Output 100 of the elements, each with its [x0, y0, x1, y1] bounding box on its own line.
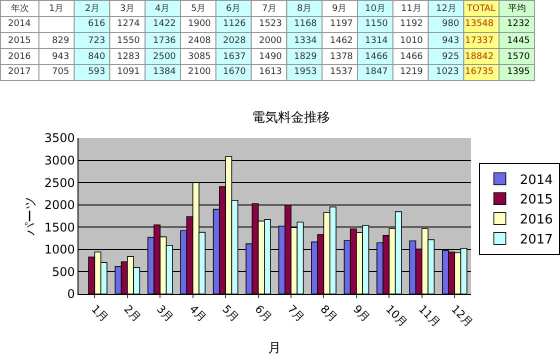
x-tick-label: 6月 — [252, 302, 274, 324]
data-label: 1829 — [294, 52, 318, 62]
x-axis-title: 月 — [268, 340, 282, 356]
y-tick-label: 2500 — [44, 176, 75, 190]
data-label: 1232 — [507, 19, 530, 29]
data-label: 1384 — [153, 67, 176, 77]
legend-label: 2017 — [520, 232, 553, 248]
x-tick-label: 7月 — [262, 4, 277, 14]
y-tick-label: 3000 — [44, 153, 75, 168]
y-tick-label: 1000 — [44, 242, 75, 257]
legend-label: 2015 — [520, 192, 553, 208]
x-tick-label: 1月 — [88, 302, 111, 324]
y-axis-title: パーツ — [23, 196, 38, 236]
legend-label: 2014 — [520, 172, 553, 188]
y-tick-label: 500 — [52, 264, 75, 279]
data-label: 723 — [88, 36, 106, 46]
data-label: 1637 — [223, 52, 246, 62]
x-tick-label: 9月 — [350, 302, 372, 324]
x-tick-label: 8月 — [318, 302, 340, 324]
data-label: 2028 — [223, 36, 246, 46]
data-label: 1422 — [153, 19, 176, 29]
data-label: 2408 — [188, 36, 212, 46]
data-label: 1274 — [117, 19, 140, 29]
data-label: 1010 — [400, 36, 424, 46]
x-tick-label: 10月 — [383, 302, 410, 330]
data-label: 1736 — [153, 36, 176, 46]
data-label: 616 — [88, 19, 106, 29]
y-tick-label: 2014 — [8, 19, 32, 29]
x-tick-label: 1月 — [49, 4, 64, 14]
data-label: 980 — [442, 19, 460, 29]
x-tick-label: 3月 — [120, 4, 135, 14]
data-label: 1900 — [188, 19, 212, 29]
data-label: 1953 — [294, 67, 317, 77]
data-label: 1334 — [294, 36, 318, 46]
data-label: 1126 — [223, 19, 246, 29]
x-tick-label: 4月 — [155, 4, 170, 14]
data-label: 1462 — [330, 36, 353, 46]
data-label: 3085 — [188, 52, 211, 62]
y-tick-label: 1500 — [44, 220, 75, 234]
data-label: 13548 — [465, 19, 494, 29]
data-label: 1150 — [365, 19, 388, 29]
data-label: 840 — [88, 52, 106, 62]
data-label: 18842 — [465, 52, 494, 62]
data-label: 1023 — [436, 67, 459, 77]
data-label: 1197 — [330, 19, 353, 29]
x-tick-label: 9月 — [332, 4, 347, 14]
x-tick-label: 10月 — [365, 4, 386, 14]
x-tick-label: 6月 — [226, 4, 241, 14]
x-tick-label: 2月 — [85, 4, 100, 14]
data-label: 1378 — [330, 52, 354, 62]
y-tick-label: 3500 — [44, 131, 75, 146]
x-tick-label: 7月 — [285, 302, 307, 324]
data-label: 943 — [442, 36, 460, 46]
data-label: 2500 — [153, 52, 176, 62]
legend-label: 2016 — [520, 212, 553, 228]
y-tick-label: 0 — [67, 287, 75, 302]
data-label: 2100 — [188, 67, 212, 77]
x-tick-label: 平均 — [508, 3, 526, 14]
x-tick-label: 4月 — [186, 302, 209, 324]
y-tick-label: 2000 — [44, 198, 75, 212]
data-label: 2000 — [259, 36, 282, 46]
data-label: 1192 — [400, 19, 423, 29]
x-tick-label: 5月 — [220, 302, 242, 324]
data-label: 1490 — [259, 52, 282, 62]
data-label: 1613 — [259, 67, 282, 77]
data-label: 16735 — [465, 67, 494, 77]
data-label: 1670 — [223, 67, 246, 77]
x-tick-label: 12月 — [436, 4, 456, 14]
data-label: 1219 — [400, 67, 424, 77]
data-label: 1466 — [365, 52, 388, 62]
data-label: 829 — [52, 36, 70, 46]
data-label: 1550 — [117, 36, 140, 46]
data-label: 1570 — [507, 52, 530, 62]
x-tick-label: 12月 — [448, 302, 476, 330]
data-label: 1847 — [365, 67, 388, 77]
data-label: 705 — [52, 67, 70, 77]
data-label: 1445 — [507, 36, 530, 46]
data-label: 925 — [442, 52, 460, 62]
x-tick-label: 8月 — [297, 4, 312, 14]
data-label: 1395 — [507, 67, 530, 77]
y-tick-label: 2016 — [8, 52, 32, 62]
y-tick-label: 2015 — [8, 36, 31, 46]
data-label: 17337 — [465, 36, 494, 46]
y-axis-title: 年次 — [11, 3, 29, 14]
data-label: 593 — [88, 67, 106, 77]
data-label: 1466 — [400, 52, 424, 62]
data-label: 1283 — [117, 52, 140, 62]
data-label: 1314 — [365, 36, 388, 46]
x-tick-label: TOTAL — [466, 4, 496, 14]
data-label: 1537 — [330, 67, 353, 77]
data-label: 943 — [52, 52, 70, 62]
data-label: 1523 — [259, 19, 282, 29]
x-tick-label: 11月 — [401, 4, 422, 14]
x-tick-label: 11月 — [416, 302, 443, 330]
data-label: 1168 — [294, 19, 318, 29]
x-tick-label: 2月 — [121, 302, 144, 324]
chart-title: 電気料金推移 — [252, 110, 330, 126]
x-tick-label: 3月 — [154, 302, 176, 324]
x-tick-label: 5月 — [191, 4, 206, 14]
data-label: 1091 — [117, 67, 140, 77]
